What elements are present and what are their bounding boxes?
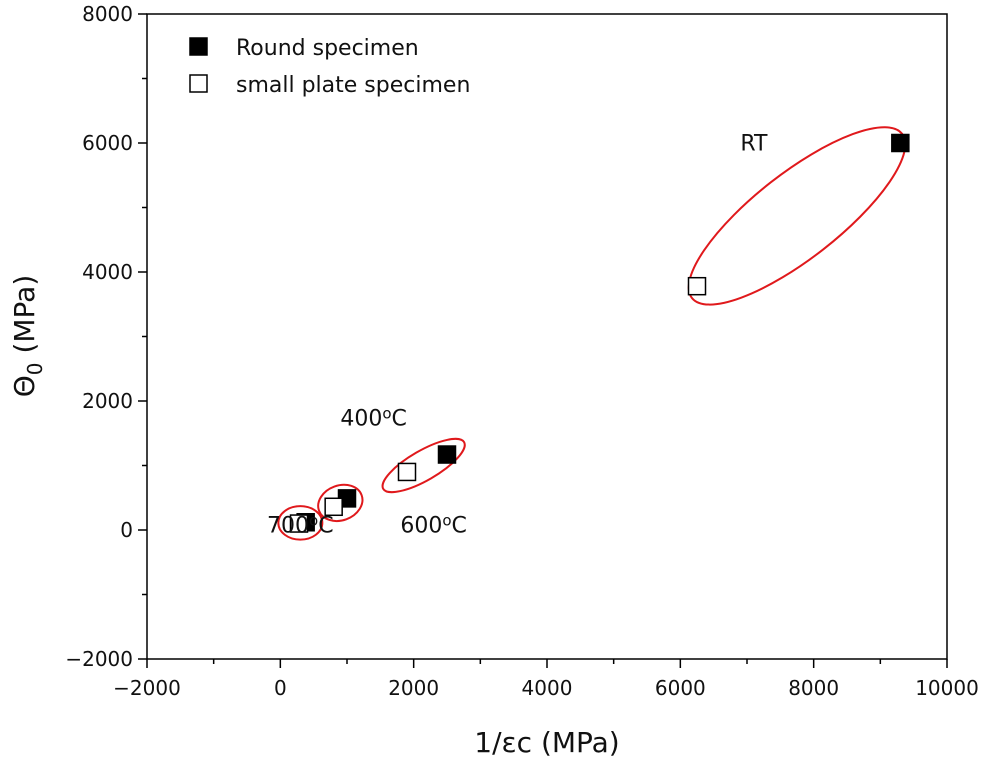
legend-label-plate: small plate specimen <box>236 73 470 98</box>
x-tick-label: 6000 <box>655 676 706 700</box>
annotation-value: 700 <box>267 514 309 539</box>
annotation-700: 700oC <box>267 512 334 539</box>
annotation-unit: C <box>318 514 333 539</box>
annotation-rt: RT <box>740 132 768 157</box>
round-specimen-point <box>437 445 457 464</box>
group-ellipse-700 <box>277 505 324 541</box>
legend-marker-plate <box>189 74 208 93</box>
y-axis-label-subscript: 0 <box>23 362 47 375</box>
group-ellipses <box>277 126 907 541</box>
group-ellipse-600 <box>317 483 364 523</box>
round-specimen-point <box>891 133 910 153</box>
y-tick-label: −2000 <box>65 647 133 671</box>
small-plate-point <box>324 497 343 517</box>
x-tick-label: 4000 <box>522 676 573 700</box>
y-axis-label-main: Θ <box>8 375 41 397</box>
x-tick-label: −2000 <box>113 676 181 700</box>
annotation-unit: C <box>452 514 467 539</box>
y-tick-label: 6000 <box>82 131 133 155</box>
annotation-value: 400 <box>340 407 382 432</box>
legend-label-round: Round specimen <box>236 36 419 61</box>
y-axis-label: Θ0 (MPa) <box>8 275 47 397</box>
annotation-600: 600oC <box>400 512 467 539</box>
annotation-degree: o <box>309 512 318 530</box>
y-tick-label: 2000 <box>82 389 133 413</box>
y-axis-ticks: −2000 0 2000 4000 6000 8000 <box>65 2 147 671</box>
annotation-value: RT <box>740 132 768 157</box>
plot-frame <box>146 13 948 660</box>
small-plate-point <box>397 462 417 482</box>
group-ellipse-400 <box>381 437 466 494</box>
small-plate-point <box>289 514 309 533</box>
annotation-unit: C <box>392 407 407 432</box>
x-tick-label: 2000 <box>388 676 439 700</box>
legend: Round specimen small plate specimen <box>189 36 470 98</box>
annotation-degree: o <box>382 405 391 423</box>
x-tick-label: 10000 <box>915 676 979 700</box>
y-tick-label: 0 <box>120 518 133 542</box>
annotation-400: 400oC <box>340 405 407 432</box>
annotation-degree: o <box>442 512 451 530</box>
y-axis-label-unit: (MPa) <box>8 275 41 363</box>
y-tick-label: 8000 <box>82 2 133 26</box>
x-axis-label: 1/εc (MPa) <box>474 726 619 759</box>
data-points <box>289 133 910 533</box>
group-ellipse-rt <box>687 126 907 306</box>
annotation-value: 600 <box>400 514 442 539</box>
x-tick-label: 8000 <box>788 676 839 700</box>
x-axis-ticks: −2000 0 2000 4000 6000 8000 10000 <box>113 659 979 700</box>
y-tick-label: 4000 <box>82 260 133 284</box>
x-tick-label: 0 <box>274 676 287 700</box>
small-plate-point <box>687 276 707 296</box>
legend-marker-round <box>189 37 208 56</box>
